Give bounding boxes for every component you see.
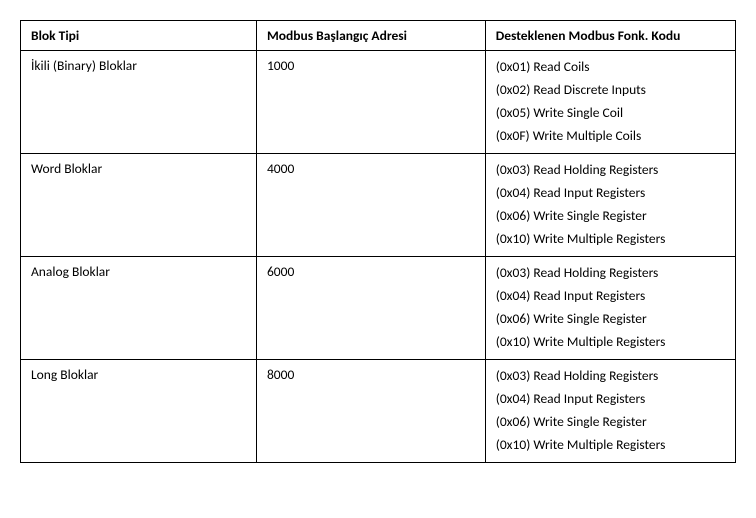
func-code-line: (0x10) Write Multiple Registers [496,227,725,250]
cell-func-codes: (0x03) Read Holding Registers (0x04) Rea… [485,154,735,257]
table-header-row: Blok Tipi Modbus Başlangıç Adresi Destek… [21,21,736,51]
func-code-line: (0x06) Write Single Register [496,410,725,433]
cell-block-type: Word Bloklar [21,154,257,257]
func-code-line: (0x03) Read Holding Registers [496,158,725,181]
func-code-line: (0x05) Write Single Coil [496,101,725,124]
cell-block-type: Long Bloklar [21,360,257,463]
cell-func-codes: (0x03) Read Holding Registers (0x04) Rea… [485,360,735,463]
func-code-line: (0x03) Read Holding Registers [496,261,725,284]
func-code-line: (0x02) Read Discrete Inputs [496,78,725,101]
modbus-block-table: Blok Tipi Modbus Başlangıç Adresi Destek… [20,20,736,463]
func-code-line: (0x01) Read Coils [496,55,725,78]
cell-start-address: 6000 [256,257,485,360]
col-header-block-type: Blok Tipi [21,21,257,51]
cell-block-type: İkili (Binary) Bloklar [21,51,257,154]
table-row: Long Bloklar 8000 (0x03) Read Holding Re… [21,360,736,463]
col-header-start-address: Modbus Başlangıç Adresi [256,21,485,51]
cell-start-address: 4000 [256,154,485,257]
cell-start-address: 1000 [256,51,485,154]
func-code-line: (0x10) Write Multiple Registers [496,433,725,456]
func-code-line: (0x03) Read Holding Registers [496,364,725,387]
func-code-line: (0x04) Read Input Registers [496,181,725,204]
modbus-block-table-container: Blok Tipi Modbus Başlangıç Adresi Destek… [20,20,736,463]
table-row: Word Bloklar 4000 (0x03) Read Holding Re… [21,154,736,257]
func-code-line: (0x06) Write Single Register [496,204,725,227]
func-code-line: (0x04) Read Input Registers [496,387,725,410]
table-row: Analog Bloklar 6000 (0x03) Read Holding … [21,257,736,360]
cell-func-codes: (0x03) Read Holding Registers (0x04) Rea… [485,257,735,360]
cell-func-codes: (0x01) Read Coils (0x02) Read Discrete I… [485,51,735,154]
func-code-line: (0x06) Write Single Register [496,307,725,330]
cell-block-type: Analog Bloklar [21,257,257,360]
func-code-line: (0x10) Write Multiple Registers [496,330,725,353]
func-code-line: (0x0F) Write Multiple Coils [496,124,725,147]
table-row: İkili (Binary) Bloklar 1000 (0x01) Read … [21,51,736,154]
cell-start-address: 8000 [256,360,485,463]
col-header-func-code: Desteklenen Modbus Fonk. Kodu [485,21,735,51]
func-code-line: (0x04) Read Input Registers [496,284,725,307]
